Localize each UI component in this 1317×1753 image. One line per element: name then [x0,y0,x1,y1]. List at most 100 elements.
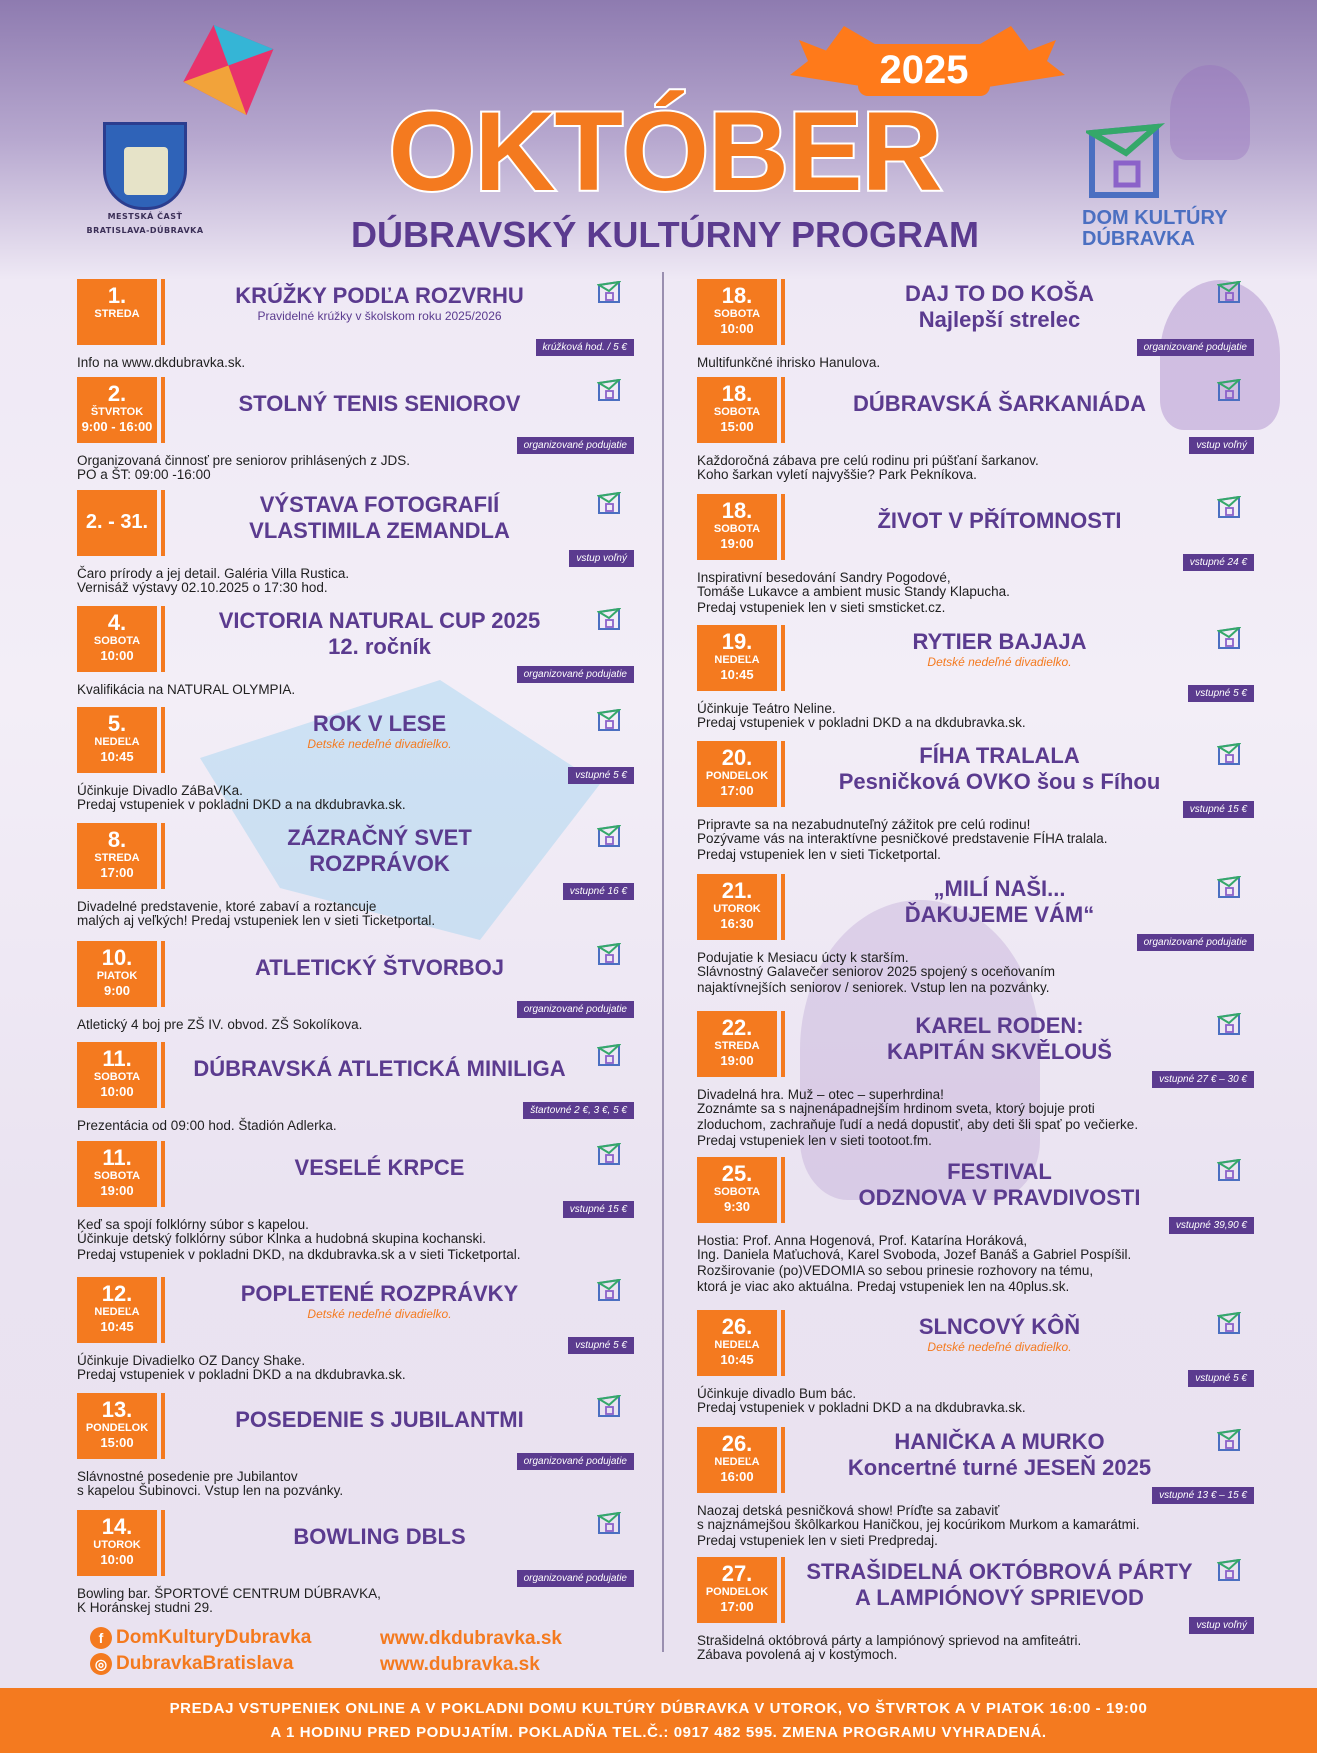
date-box: 13. PONDELOK 15:00 [77,1393,157,1459]
event-description-line: Predaj vstupeniek v pokladni DKD, na dkd… [77,1247,521,1262]
event-title-line2: A LAMPIÓNOVÝ SPRIEVOD [855,1585,1144,1610]
event-time: 10:00 [100,1084,134,1099]
dkd-house-icon [597,1143,621,1165]
event-title: VESELÉ KRPCE [294,1155,465,1180]
dkd-house-icon [597,825,621,847]
event-description-line: Organizovaná činnosť pre seniorov prihlá… [77,453,410,468]
price-badge: krúžková hod. / 5 € [535,339,634,356]
event-weekday: PIATOK [96,970,138,982]
price-badge: organizované podujatie [516,1570,634,1587]
event-item: 1. STREDA KRÚŽKY PODĽA ROZVRHU Pravidelné k… [77,279,637,370]
event-description-line: Slávnostný Galavečer seniorov 2025 spoje… [697,964,1055,979]
event-day: 14. [101,1514,133,1539]
event-item: 11. SOBOTA 10:00 DÚBRAVSKÁ ATLETICKÁ MINILI… [77,1042,637,1133]
event-weekday: PONDELOK [705,1586,769,1598]
event-description-line: s najznámejšou škôlkarkou Haničkou, jej … [697,1517,1140,1532]
dkd-house-icon [1217,379,1241,401]
event-weekday: STREDA [94,308,140,320]
event-subtitle: Detské nedeľné divadielko. [927,655,1072,669]
event-item: 26. NEDEĽA 10:45 SLNCOVÝ KÔŇ Detské nedeľné … [697,1310,1257,1415]
facebook-link[interactable]: f DomKulturyDubravka [90,1627,311,1649]
dkd-name-line1: DOM KULTÚRY [1082,207,1228,229]
event-description-line: s kapelou Šubinovci. Vstup len na pozván… [77,1483,344,1498]
event-description-line: Čaro prírody a jej detail. Galéria Villa… [77,566,350,581]
event-item: 13. PONDELOK 15:00 POSEDENIE S JUBILANTMI or… [77,1393,637,1498]
event-subtitle: Detské nedeľné divadielko. [307,1307,452,1321]
event-item: 2. - 31. VÝSTAVA FOTOGRAFIÍ VLASTIMILA ZEM… [77,490,637,595]
event-title-line2: VLASTIMILA ZEMANDLA [249,518,510,543]
event-day: 11. [102,1046,132,1071]
event-description-line: Strašidelná októbrová párty a lampiónový… [697,1633,1082,1648]
date-box: 19. NEDEĽA 10:45 [697,625,777,691]
event-title: FESTIVAL [947,1159,1052,1184]
event-item: 21. UTOROK 16:30 „MILÍ NAŠI... ĎAKUJEME VÁM“… [697,874,1257,995]
event-time: 10:45 [100,1319,134,1334]
date-accent-bar [161,279,165,345]
event-time: 16:00 [720,1469,754,1484]
page-subtitle: DÚBRAVSKÝ KULTÚRNY PROGRAM [350,214,979,255]
instagram-link[interactable]: ◎ DubravkaBratislava [90,1653,293,1675]
event-item: 25. SOBOTA 9:30 FESTIVAL ODZNOVA V PRAVDIVOS… [697,1157,1257,1307]
event-day: 27. [721,1561,753,1586]
date-box: 5. NEDEĽA 10:45 [77,707,157,773]
event-description-line: Predaj vstupeniek v pokladni DKD a na dk… [77,1367,406,1382]
event-weekday: PONDELOK [85,1422,149,1434]
footer-line1: PREDAJ VSTUPENIEK ONLINE A V POKLADNI DO… [169,1700,1148,1717]
event-time: 10:45 [720,667,754,682]
event-day: 18. [721,498,753,523]
event-time: 19:00 [720,1053,754,1068]
municipality-line2: BRATISLAVA-DÚBRAVKA [86,226,204,235]
event-title-line2: ROZPRÁVOK [309,851,450,876]
event-description-line: Prezentácia od 09:00 hod. Štadión Adlerk… [77,1118,337,1133]
event-weekday: SOBOTA [713,406,761,418]
dkd-house-icon [597,709,621,731]
dkd-house-icon [597,492,621,514]
event-day: 19. [721,629,753,654]
event-item: 26. NEDEĽA 16:00 HANIČKA A MURKO Koncertné t… [697,1427,1257,1548]
event-time: 10:00 [100,1552,134,1567]
event-description-line: ktorá je viac ako aktuálna. Predaj vstup… [697,1279,1070,1294]
price-badge: vstup voľný [569,550,634,567]
event-description-line: Zoznámte sa s najnenápadnejším hrdinom s… [697,1101,1095,1116]
event-time: 10:00 [100,648,134,663]
event-description-line: Keď sa spojí folklórny súbor s kapelou. [77,1217,309,1232]
event-item: 10. PIATOK 9:00 ATLETICKÝ ŠTVORBOJ organizov… [77,941,637,1032]
event-title-line2: Najlepší strelec [918,307,1081,332]
event-day: 2. [107,381,127,406]
dkd-house-icon [1217,281,1241,303]
date-box: 12. NEDEĽA 10:45 [77,1277,157,1343]
price-badge: organizované podujatie [1136,339,1254,356]
price-badge: vstup voľný [1189,1617,1254,1634]
event-title: ATLETICKÝ ŠTVORBOJ [255,955,504,980]
event-title-line2: ODZNOVA V PRAVDIVOSTI [858,1185,1141,1210]
event-day: 18. [721,381,753,406]
event-description-line: Ing. Daniela Maťuchová, Karel Svoboda, J… [697,1247,1132,1262]
event-day: 26. [721,1314,753,1339]
event-time: 17:00 [100,865,134,880]
event-description-line: Podujatie k Mesiacu úcty k starším. [697,950,909,965]
event-title: KRÚŽKY PODĽA ROZVRHU [235,283,524,308]
price-badge: vstupné 24 € [1182,554,1254,571]
event-time: 15:00 [100,1435,134,1450]
dkd-house-icon [597,281,621,303]
web-link-dkd[interactable]: www.dkdubravka.sk [380,1628,562,1649]
page-title: OKTÓBER [387,89,945,214]
price-badge: organizované podujatie [516,1001,634,1018]
dkd-house-icon [597,1395,621,1417]
event-item: 11. SOBOTA 19:00 VESELÉ KRPCE vstupné 15 € Ke… [77,1141,637,1262]
dubravka-crest-icon [103,122,187,210]
price-badge: vstupné 5 € [568,1337,634,1354]
event-title: SLNCOVÝ KÔŇ [918,1314,1081,1339]
event-description-line: K Horánskej studni 29. [77,1600,213,1615]
event-time: 19:00 [100,1183,134,1198]
web-link-dubravka[interactable]: www.dubravka.sk [380,1654,540,1675]
event-description-line: Predaj vstupeniek len v sieti Ticketport… [697,847,941,862]
date-accent-bar [161,1277,165,1343]
event-description-line: Hostia: Prof. Anna Hogenová, Prof. Katar… [697,1233,1028,1248]
event-description-line: Účinkuje Divadlo ZáBaVKa. [77,783,243,798]
event-weekday: PONDELOK [705,770,769,782]
event-time: 9:00 - 16:00 [81,419,153,434]
event-subtitle: Detské nedeľné divadielko. [307,737,452,751]
event-day: 25. [721,1161,753,1186]
event-description-line: Naozaj detská pesničková show! Príďte sa… [697,1503,1000,1518]
